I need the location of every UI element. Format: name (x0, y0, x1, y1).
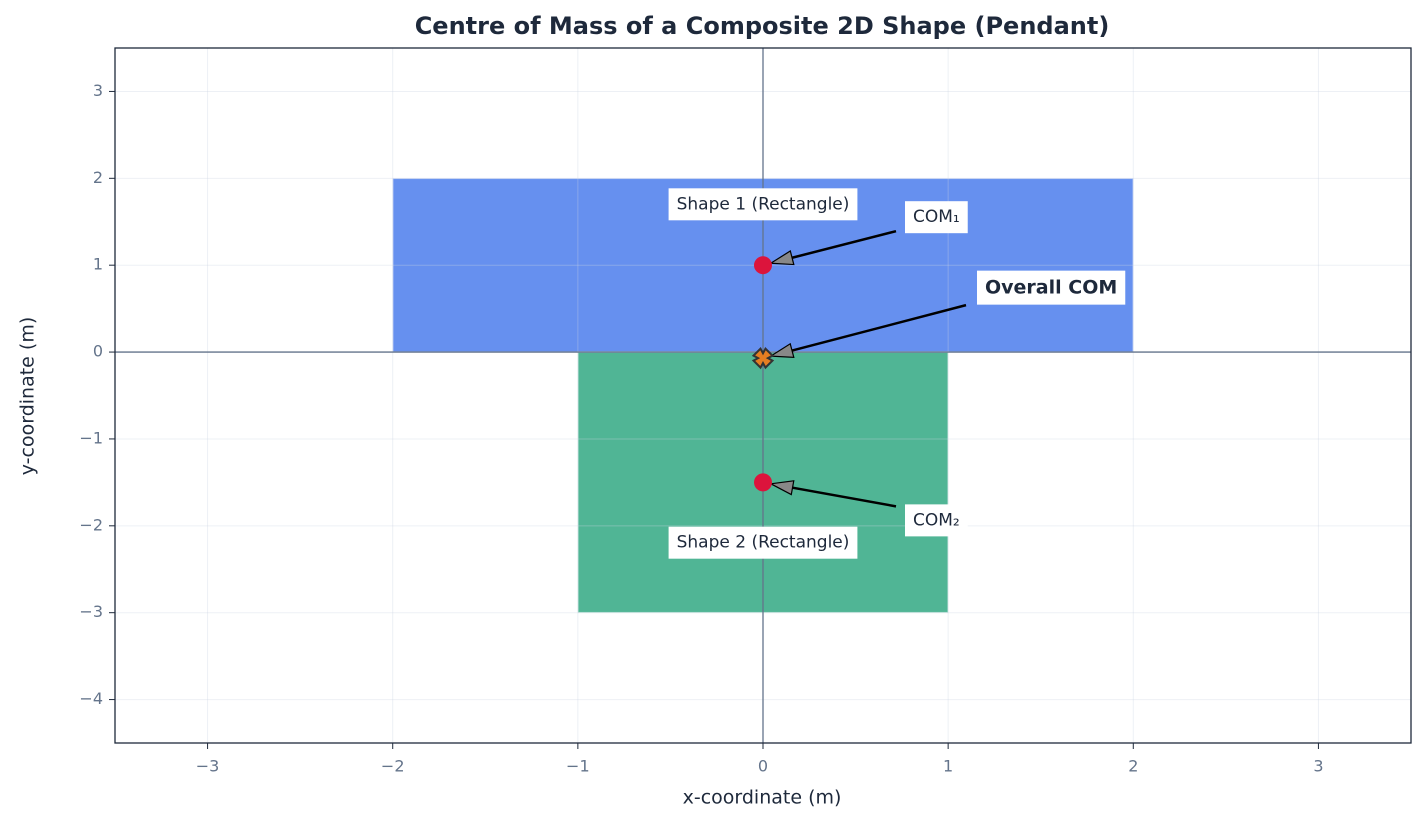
com-point (754, 256, 772, 275)
annotation-arrow (791, 229, 897, 259)
x-tick-label: −2 (381, 757, 405, 776)
arrow-head (768, 480, 795, 496)
annotation-arrow (791, 303, 967, 352)
plot-frame (114, 47, 1412, 744)
annotation-group: Overall COM (977, 270, 1126, 305)
com-point (754, 473, 772, 492)
shape-label: Shape 1 (Rectangle) (677, 194, 850, 214)
shape-label-group: Shape 2 (Rectangle) (668, 526, 858, 559)
y-tick-label: 3 (93, 81, 103, 100)
y-tick-label: 2 (93, 168, 103, 187)
y-tick-label: 1 (93, 255, 103, 274)
x-tick-label: 3 (1313, 757, 1323, 776)
label-box (905, 201, 968, 234)
x-tick-label: 0 (758, 757, 768, 776)
annotation-group: COM₂ (905, 504, 968, 537)
y-tick-label: −4 (79, 689, 103, 708)
x-axis-label: x-coordinate (m) (683, 787, 842, 809)
chart-title: Centre of Mass of a Composite 2D Shape (… (415, 12, 1110, 40)
x-tick-label: −1 (566, 757, 590, 776)
label-box (905, 504, 968, 537)
y-axis-label: y-coordinate (m) (17, 317, 39, 475)
y-tick-label: −3 (79, 602, 103, 621)
x-tick-label: 2 (1128, 757, 1138, 776)
shape-label: Shape 2 (Rectangle) (677, 533, 850, 553)
overall-com-marker (751, 346, 775, 370)
label-box (977, 270, 1126, 305)
shape-label-group: Shape 1 (Rectangle) (668, 188, 858, 221)
x-tick-label: −3 (196, 757, 220, 776)
arrow-head (768, 250, 795, 266)
annotation-group: COM₁ (905, 201, 968, 234)
annotation-arrow (792, 486, 897, 508)
annotation: COM₁ (913, 207, 960, 227)
label-box (668, 188, 858, 221)
annotation: COM₂ (913, 510, 960, 530)
label-box (668, 526, 858, 559)
x-tick-label: 1 (943, 757, 953, 776)
y-tick-label: −2 (79, 515, 103, 534)
annotation: Overall COM (985, 277, 1117, 299)
y-tick-label: 0 (93, 342, 103, 361)
y-tick-label: −1 (79, 428, 103, 447)
arrow-head (768, 342, 795, 358)
